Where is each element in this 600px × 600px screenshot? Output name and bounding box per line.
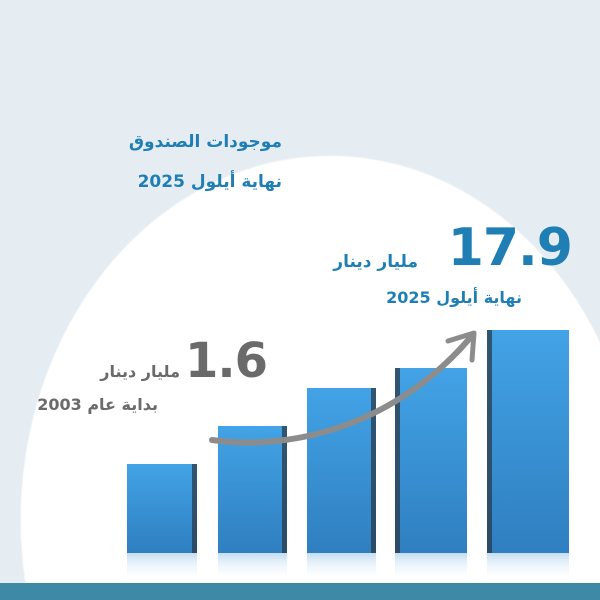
bar-2	[218, 426, 287, 553]
start-unit: مليار دينار	[100, 362, 180, 381]
bar-side-shade	[395, 368, 400, 553]
bar-side-shade	[371, 388, 376, 553]
start-date: بداية عام 2003	[37, 395, 158, 414]
bar-reflection	[487, 553, 569, 581]
bar-reflection	[307, 553, 376, 581]
footer-strip	[0, 583, 600, 600]
page-subtitle: نهاية أيلول 2025	[137, 172, 282, 192]
trend-arrow-icon	[209, 335, 473, 446]
bar-4	[395, 368, 467, 553]
bar-reflection	[395, 553, 467, 581]
bar-reflection	[127, 553, 197, 581]
end-date: نهاية أيلول 2025	[386, 288, 522, 307]
start-amount: 1.6	[184, 333, 268, 389]
end-amount: 17.9	[447, 218, 573, 278]
bar-side-shade	[282, 426, 287, 553]
bar-5	[487, 330, 569, 553]
bar-side-shade	[487, 330, 492, 553]
trend-arrowhead-icon	[445, 330, 477, 363]
bar-side-shade	[192, 464, 197, 553]
end-unit: مليار دينار	[333, 252, 418, 272]
bar-1	[127, 464, 197, 553]
page-title: موجودات الصندوق	[128, 132, 282, 152]
bar-reflection	[218, 553, 287, 581]
bar-3	[307, 388, 376, 553]
